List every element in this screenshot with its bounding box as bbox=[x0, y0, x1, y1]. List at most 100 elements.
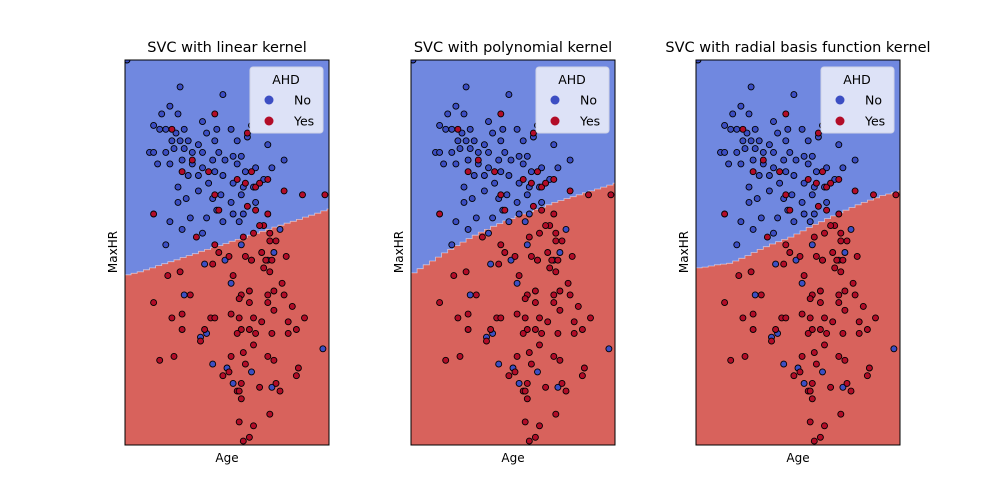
point-yes bbox=[474, 156, 482, 164]
point-yes bbox=[164, 272, 172, 280]
point-yes bbox=[536, 314, 543, 322]
point-yes bbox=[544, 249, 552, 256]
point-no bbox=[174, 183, 182, 191]
point-yes bbox=[823, 329, 831, 337]
point-yes bbox=[211, 314, 219, 322]
point-no bbox=[472, 214, 480, 222]
point-no bbox=[219, 218, 227, 226]
point-yes bbox=[237, 326, 245, 333]
point-yes bbox=[260, 264, 268, 272]
legend-label-no: No bbox=[865, 93, 882, 108]
point-no bbox=[229, 179, 237, 187]
point-yes bbox=[264, 299, 272, 307]
point-yes bbox=[855, 329, 863, 337]
point-yes bbox=[851, 187, 859, 195]
point-yes bbox=[235, 387, 243, 395]
point-yes bbox=[241, 360, 249, 368]
point-yes bbox=[227, 352, 235, 360]
point-yes bbox=[550, 352, 558, 360]
point-yes bbox=[808, 395, 816, 403]
point-yes bbox=[821, 229, 828, 237]
point-yes bbox=[266, 410, 274, 418]
point-yes bbox=[456, 352, 464, 360]
point-no bbox=[800, 179, 808, 187]
point-yes bbox=[776, 168, 784, 176]
point-no bbox=[270, 249, 278, 256]
point-yes bbox=[245, 299, 253, 307]
point-yes bbox=[786, 206, 794, 214]
point-yes bbox=[562, 387, 570, 395]
legend: AHD No Yes bbox=[535, 66, 610, 134]
point-no bbox=[566, 156, 574, 164]
subplot-polynomial: SVC with polynomial kernel Age MaxHR AHD… bbox=[392, 40, 616, 465]
point-no bbox=[737, 160, 745, 168]
point-yes bbox=[538, 183, 546, 191]
point-yes bbox=[810, 437, 818, 445]
point-yes bbox=[278, 279, 286, 287]
point-no bbox=[440, 160, 448, 168]
point-yes bbox=[810, 233, 818, 241]
point-yes bbox=[821, 314, 828, 322]
point-yes bbox=[552, 237, 560, 245]
point-yes bbox=[299, 191, 306, 199]
point-yes bbox=[839, 329, 847, 337]
point-yes bbox=[239, 437, 247, 445]
point-yes bbox=[827, 383, 835, 391]
point-no bbox=[780, 156, 788, 164]
point-no bbox=[751, 145, 759, 153]
point-no bbox=[452, 218, 460, 226]
point-no bbox=[485, 148, 492, 156]
point-yes bbox=[243, 202, 251, 210]
point-no bbox=[233, 137, 241, 145]
point-yes bbox=[853, 252, 861, 260]
point-no bbox=[786, 148, 794, 156]
point-yes bbox=[835, 210, 843, 218]
point-no bbox=[800, 152, 808, 160]
legend-label-no: No bbox=[294, 93, 311, 108]
point-no bbox=[743, 129, 751, 137]
point-yes bbox=[821, 422, 828, 430]
point-yes bbox=[262, 256, 270, 264]
point-yes bbox=[280, 291, 288, 299]
point-yes bbox=[570, 318, 578, 326]
legend-marker-yes bbox=[264, 116, 274, 126]
point-yes bbox=[837, 410, 845, 418]
point-no bbox=[774, 129, 782, 137]
point-yes bbox=[810, 349, 818, 357]
legend-marker-no bbox=[835, 95, 845, 105]
point-no bbox=[201, 260, 209, 268]
point-no bbox=[733, 125, 741, 133]
point-no bbox=[487, 260, 495, 268]
point-yes bbox=[542, 383, 550, 391]
point-yes bbox=[829, 249, 837, 256]
point-no bbox=[798, 125, 806, 133]
point-yes bbox=[258, 249, 266, 256]
point-yes bbox=[178, 326, 186, 333]
point-yes bbox=[782, 241, 790, 249]
point-yes bbox=[806, 295, 814, 303]
point-no bbox=[219, 91, 227, 99]
point-no bbox=[209, 360, 217, 368]
point-yes bbox=[450, 272, 458, 280]
point-yes bbox=[250, 422, 257, 430]
point-yes bbox=[266, 268, 274, 276]
point-yes bbox=[782, 110, 790, 118]
point-yes bbox=[462, 268, 470, 276]
point-yes bbox=[235, 418, 243, 426]
point-no bbox=[170, 145, 178, 153]
point-yes bbox=[270, 306, 278, 314]
point-yes bbox=[550, 299, 558, 307]
point-no bbox=[721, 148, 729, 156]
point-yes bbox=[521, 387, 529, 395]
point-no bbox=[819, 368, 826, 376]
point-no bbox=[505, 172, 513, 179]
point-no bbox=[485, 229, 492, 237]
point-no bbox=[203, 214, 211, 222]
point-no bbox=[194, 172, 202, 179]
point-yes bbox=[464, 168, 472, 176]
point-no bbox=[804, 160, 812, 168]
point-no bbox=[823, 198, 831, 206]
point-no bbox=[527, 168, 535, 176]
point-yes bbox=[534, 256, 541, 264]
